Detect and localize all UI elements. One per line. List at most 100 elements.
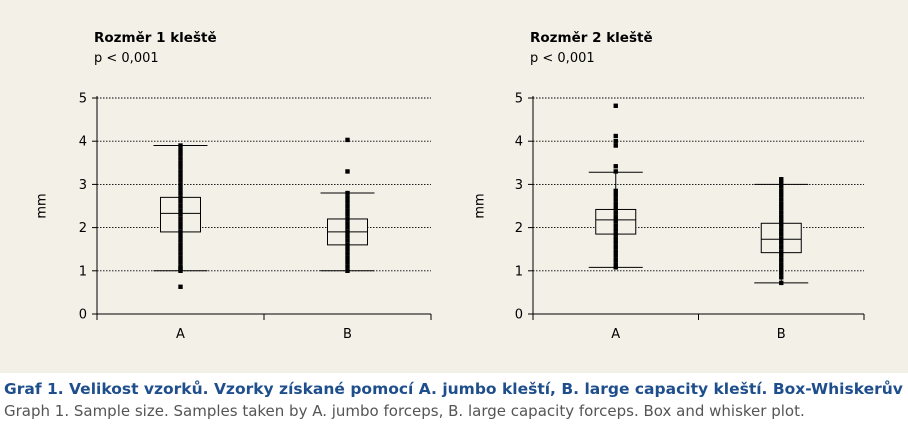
data-point: [779, 205, 784, 211]
data-point: [178, 221, 183, 226]
data-point: [178, 147, 183, 153]
data-point: [779, 177, 784, 182]
data-point: [779, 188, 784, 194]
data-point: [613, 139, 618, 144]
data-point: [613, 210, 618, 215]
data-point: [613, 143, 618, 148]
data-point: [779, 275, 784, 280]
y-tick-label: 0: [79, 308, 87, 323]
data-point: [178, 216, 183, 222]
data-point: [779, 280, 784, 286]
data-point: [613, 214, 618, 219]
data-point: [178, 173, 183, 178]
data-point: [613, 227, 618, 232]
data-point: [178, 169, 183, 174]
data-point: [779, 231, 784, 237]
data-point: [178, 182, 183, 187]
y-tick-label: 4: [515, 135, 523, 150]
data-point: [613, 265, 618, 270]
data-point: [613, 223, 618, 228]
data-point: [779, 236, 784, 241]
data-point: [178, 143, 183, 148]
data-point: [178, 259, 183, 265]
data-point: [178, 264, 183, 269]
data-point: [178, 177, 183, 183]
data-point: [613, 133, 618, 139]
data-point: [613, 193, 618, 198]
y-axis-label: mm: [473, 193, 488, 218]
data-point: [178, 151, 183, 157]
data-point: [613, 164, 618, 169]
data-point: [345, 190, 350, 196]
y-tick-label: 3: [515, 178, 523, 193]
data-point: [779, 266, 784, 271]
chart-subtitle: p < 0,001: [94, 51, 159, 66]
data-point: [779, 253, 784, 258]
data-point: [779, 249, 784, 254]
data-point: [178, 190, 183, 196]
chart-title: Rozměr 2 kleště: [530, 30, 653, 46]
y-tick-label: 2: [79, 221, 87, 236]
figure-panel: [0, 0, 908, 373]
caption-english: Graph 1. Sample size. Samples taken by A…: [4, 402, 805, 420]
data-point: [345, 251, 350, 256]
box-a: [153, 143, 208, 289]
data-point: [779, 262, 784, 267]
chart-title: Rozměr 1 kleště: [94, 30, 217, 46]
box-a: [588, 103, 643, 270]
data-point: [178, 156, 183, 161]
data-point: [779, 240, 784, 245]
x-category-label: B: [343, 327, 352, 342]
data-point: [345, 195, 350, 200]
data-point: [345, 137, 350, 143]
data-point: [345, 264, 350, 269]
data-point: [178, 203, 183, 209]
data-point: [178, 186, 183, 191]
data-point: [779, 270, 784, 276]
data-point: [613, 262, 618, 267]
y-axis-label: mm: [35, 193, 50, 218]
y-tick-label: 1: [79, 264, 87, 279]
data-point: [779, 197, 784, 202]
y-tick-label: 4: [79, 135, 87, 150]
data-point: [345, 247, 350, 252]
data-point: [779, 257, 784, 263]
data-point: [613, 205, 618, 211]
y-tick-label: 3: [79, 178, 87, 193]
data-point: [613, 244, 618, 250]
box-b: [754, 177, 809, 286]
data-point: [613, 240, 618, 245]
x-category-label: B: [777, 327, 786, 342]
data-point: [178, 164, 183, 170]
data-point: [178, 225, 183, 230]
box-b: [320, 137, 375, 273]
y-tick-label: 5: [515, 92, 523, 107]
y-tick-label: 1: [515, 264, 523, 279]
data-point: [345, 225, 350, 230]
data-point: [345, 268, 350, 273]
data-point: [779, 180, 784, 185]
x-category-label: A: [176, 327, 185, 342]
data-point: [779, 214, 784, 219]
data-point: [613, 236, 618, 241]
y-tick-label: 5: [79, 92, 87, 107]
box-plots: Rozměr 1 kleště p < 0,001 mm 0 1 2 3 4 5 A B Rozměr…: [35, 30, 865, 342]
data-point: [178, 242, 183, 248]
data-point: [178, 199, 183, 204]
data-point: [178, 160, 183, 165]
data-point: [779, 193, 784, 198]
data-point: [345, 208, 350, 213]
data-point: [613, 169, 618, 174]
data-point: [178, 234, 183, 239]
data-point: [345, 169, 350, 174]
y-tick-label: 2: [515, 221, 523, 236]
data-point: [178, 212, 183, 217]
data-point: [613, 249, 618, 254]
data-point: [779, 201, 784, 207]
data-point: [345, 199, 350, 204]
data-point: [613, 231, 618, 237]
data-point: [178, 238, 183, 243]
data-point: [613, 188, 618, 194]
data-point: [345, 255, 350, 261]
data-point: [345, 242, 350, 248]
